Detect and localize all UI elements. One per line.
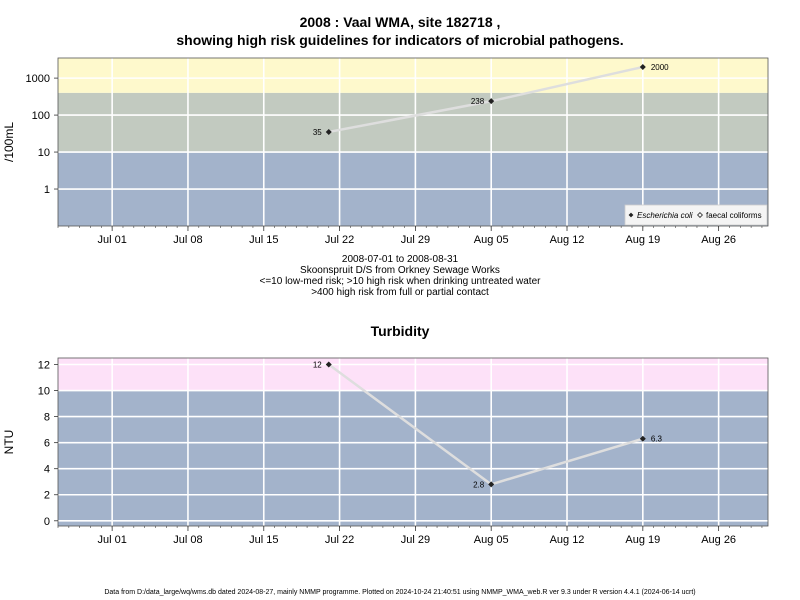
y-tick-label-3: 1000 [26,73,50,85]
x-tick-label-3: Jul 22 [325,234,354,246]
data-point-0-0 [325,128,332,135]
legend-label-1: faecal coliforms [706,211,762,220]
legend-marker-1 [697,212,703,218]
x-tick-label-8: Aug 26 [701,534,736,546]
y-tick-label-5: 10 [38,386,50,398]
y-tick-label-4: 8 [44,412,50,424]
data-label-0-0: 12 [313,361,322,370]
x-tick-label-2: Jul 15 [249,234,278,246]
legend-box [624,204,768,226]
plot-frame [57,57,769,227]
x-tick-label-7: Aug 19 [625,234,660,246]
risk-band-1 [58,358,768,391]
y-tick-label-0: 1 [44,184,50,196]
data-point-0-0 [325,361,332,368]
caption-risk-low: <=10 low-med risk; >10 high risk when dr… [259,276,541,287]
risk-band-2 [58,58,768,93]
y-tick-label-1: 10 [38,147,50,159]
data-label-0-2: 2000 [651,63,669,72]
chart-title-line2: showing high risk guidelines for indicat… [176,32,624,48]
y-axis-label: /100mL [2,122,16,162]
y-axis-label: NTU [2,430,16,455]
caption-site: Skoonspruit D/S from Orkney Sewage Works [300,265,500,276]
risk-band-0 [58,390,768,526]
data-point-0-1 [488,481,495,488]
x-tick-label-5: Aug 05 [474,234,509,246]
y-tick-label-1: 2 [44,490,50,502]
x-tick-label-1: Jul 08 [173,534,202,546]
caption-date-range: 2008-07-01 to 2008-08-31 [341,254,459,265]
x-tick-label-0: Jul 01 [97,234,126,246]
y-tick-label-3: 6 [44,438,50,450]
x-tick-label-7: Aug 19 [625,534,660,546]
x-tick-label-4: Jul 29 [401,534,430,546]
chart-title-line1: 2008 : Vaal WMA, site 182718 , [299,14,501,30]
x-tick-label-4: Jul 29 [401,234,430,246]
risk-band-1 [58,92,768,153]
data-point-0-1 [488,98,495,105]
legend-label-0: Escherichia coli [637,211,693,220]
x-tick-label-6: Aug 12 [550,234,585,246]
x-tick-label-6: Aug 12 [550,534,585,546]
data-point-0-2 [639,435,646,442]
x-tick-label-1: Jul 08 [173,234,202,246]
x-tick-label-3: Jul 22 [325,534,354,546]
caption-risk-high: >400 high risk from full or partial cont… [311,287,489,298]
data-point-0-2 [639,63,646,70]
legend-marker-0 [628,212,634,218]
y-tick-label-6: 12 [38,360,50,372]
plot-frame [57,357,769,527]
footer-note: Data from D:/data_large/wq/wms.db dated … [104,589,696,596]
x-tick-label-0: Jul 01 [97,534,126,546]
x-tick-label-8: Aug 26 [701,234,736,246]
data-label-0-1: 2.8 [473,480,485,489]
x-tick-label-2: Jul 15 [249,534,278,546]
data-label-0-0: 35 [313,128,322,137]
x-tick-label-5: Aug 05 [474,534,509,546]
data-label-0-1: 238 [471,97,485,106]
turbidity-title: Turbidity [370,323,430,339]
y-tick-label-2: 4 [44,464,50,476]
y-tick-label-2: 100 [32,110,50,122]
data-label-0-2: 6.3 [651,435,663,444]
y-tick-label-0: 0 [44,516,50,528]
